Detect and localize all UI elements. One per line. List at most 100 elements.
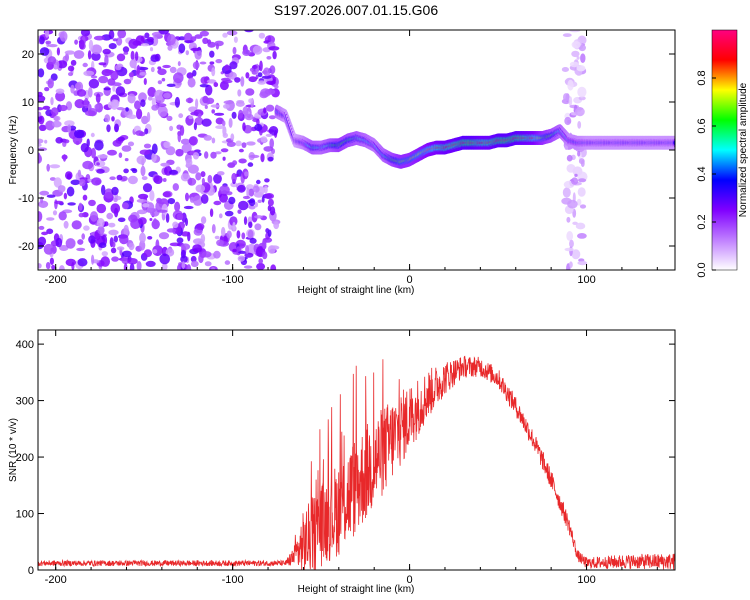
heatmap-noise-cell <box>580 53 586 63</box>
heatmap-noise-cell <box>245 88 255 96</box>
heatmap-noise-cell <box>108 229 119 236</box>
heatmap-noise-cell <box>44 139 48 144</box>
heatmap-noise-cell <box>112 38 118 42</box>
heatmap-noise-cell <box>178 43 186 54</box>
heatmap-noise-cell <box>194 49 202 60</box>
heatmap-noise-cell <box>143 78 147 85</box>
heatmap-noise-cell <box>101 184 106 196</box>
heatmap-noise-cell <box>185 50 189 56</box>
heatmap-noise-cell <box>169 66 177 74</box>
heatmap-noise-cell <box>53 177 62 188</box>
heatmap-noise-cell <box>571 50 580 58</box>
heatmap-noise-cell <box>263 107 267 114</box>
heatmap-noise-cell <box>246 141 256 146</box>
heatmap-noise-cell <box>125 107 129 112</box>
heatmap-noise-cell <box>107 101 115 109</box>
heatmap-noise-cell <box>53 115 61 122</box>
heatmap-noise-cell <box>205 84 213 96</box>
heatmap-noise-cell <box>147 86 156 98</box>
heatmap-noise-cell <box>96 218 105 228</box>
heatmap-noise-cell <box>142 203 150 208</box>
heatmap-noise-cell <box>123 78 132 85</box>
heatmap-noise-cell <box>162 178 167 182</box>
heatmap-noise-cell <box>563 93 570 102</box>
heatmap-noise-cell <box>178 113 184 119</box>
heatmap-noise-cell <box>54 200 64 205</box>
heatmap-noise-cell <box>255 179 261 185</box>
heatmap-noise-cell <box>147 96 153 101</box>
heatmap-noise-cell <box>566 154 573 162</box>
heatmap-noise-cell <box>38 263 42 269</box>
heatmap-noise-cell <box>215 151 222 155</box>
heatmap-noise-cell <box>215 59 223 64</box>
heatmap-noise-cell <box>233 36 238 43</box>
heatmap-x-ticks: -200 -100 0 100 <box>45 30 658 286</box>
heatmap-noise-cell <box>76 89 87 97</box>
heatmap-noise-cell <box>223 104 230 109</box>
heatmap-noise-cell <box>229 61 238 70</box>
heatmap-noise-cell <box>234 77 241 83</box>
heatmap-noise-cell <box>204 151 209 159</box>
heatmap-noise-cell <box>181 143 192 154</box>
heatmap-noise-cell <box>98 242 107 249</box>
heatmap-noise-cell <box>256 118 260 126</box>
heatmap-noise-cell <box>117 30 127 39</box>
heatmap-noise-cell <box>567 199 578 209</box>
heatmap-noise-cell <box>167 45 173 51</box>
heatmap-noise-cell <box>210 104 220 108</box>
heatmap-noise-cell <box>209 50 215 58</box>
heatmap-noise-cell <box>221 120 226 127</box>
heatmap-noise-cell <box>161 77 166 82</box>
heatmap-noise-cell <box>266 80 276 85</box>
heatmap-noise-cell <box>254 123 263 132</box>
heatmap-noise-cell <box>254 223 262 231</box>
heatmap-noise-cell <box>174 201 181 212</box>
heatmap-noise-cell <box>237 255 246 262</box>
heatmap-noise-cell <box>88 199 96 207</box>
heatmap-noise-cell <box>146 36 154 43</box>
heatmap-noise-cell <box>194 201 200 206</box>
heatmap-noise-cell <box>226 141 236 147</box>
heatmap-noise-cell <box>111 82 122 87</box>
heatmap-noise-cell <box>192 244 203 253</box>
heatmap-noise-cell <box>151 104 159 111</box>
heatmap-noise-cell <box>215 43 219 50</box>
heatmap-noise-cell <box>138 209 145 214</box>
heatmap-noise-cell <box>88 78 100 89</box>
heatmap-noise-cell <box>252 45 263 55</box>
heatmap-noise-cell <box>38 138 44 144</box>
heatmap-noise-cell <box>257 80 267 85</box>
heatmap-noise-cell <box>38 225 45 230</box>
heatmap-noise-cell <box>562 187 571 198</box>
heatmap-noise-cell <box>571 41 581 49</box>
heatmap-noise-cell <box>106 212 113 220</box>
heatmap-plot-area <box>37 29 676 271</box>
heatmap-noise-cell <box>52 210 58 216</box>
heatmap-noise-cell <box>111 116 115 122</box>
heatmap-noise-cell <box>188 115 194 120</box>
heatmap-noise-cell <box>144 128 149 135</box>
heatmap-noise-cell <box>128 242 135 251</box>
y-tick-label: 300 <box>16 396 34 408</box>
heatmap-noise-cell <box>211 137 216 144</box>
heatmap-noise-cell <box>221 226 226 237</box>
heatmap-noise-cell <box>200 216 207 225</box>
heatmap-noise-cell <box>156 197 162 204</box>
heatmap-noise-cell <box>157 103 167 108</box>
heatmap-noise-cell <box>112 241 116 248</box>
heatmap-noise-cell <box>112 85 116 92</box>
heatmap-noise-cell <box>113 235 119 243</box>
heatmap-noise-cell <box>224 260 231 265</box>
heatmap-noise-cell <box>98 62 107 66</box>
heatmap-noise-cell <box>55 91 66 102</box>
heatmap-noise-cell <box>143 143 152 149</box>
heatmap-noise-cell <box>259 60 263 72</box>
heatmap-noise-cell <box>199 30 209 37</box>
heatmap-noise-cell <box>235 140 242 147</box>
heatmap-noise-cell <box>195 184 206 193</box>
colorbar: 0.0 0.2 0.4 0.6 0.8 Normalized spectral ampl… <box>696 29 749 278</box>
heatmap-noise-cell <box>567 79 574 91</box>
heatmap-noise-cell <box>150 66 155 73</box>
heatmap-noise-cell <box>230 182 238 188</box>
